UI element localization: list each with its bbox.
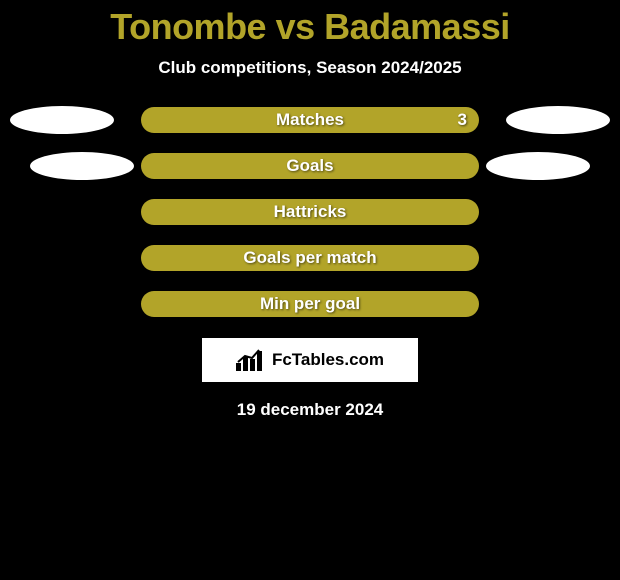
- stat-row: Matches3: [0, 106, 620, 134]
- comparison-card: Tonombe vs Badamassi Club competitions, …: [0, 0, 620, 420]
- fctables-bars-icon: [236, 349, 266, 371]
- stat-bar-fill: [141, 245, 479, 271]
- vs-separator: vs: [266, 6, 324, 47]
- pill-right: [486, 152, 590, 180]
- stat-row: Goals: [0, 152, 620, 180]
- stat-bar: Hattricks: [140, 198, 480, 226]
- stat-row: Hattricks: [0, 198, 620, 226]
- stat-bar-fill: [141, 291, 479, 317]
- logo-text: FcTables.com: [272, 350, 384, 370]
- logo-box: FcTables.com: [202, 338, 418, 382]
- stat-row: Goals per match: [0, 244, 620, 272]
- subtitle: Club competitions, Season 2024/2025: [0, 58, 620, 78]
- stat-bar: Min per goal: [140, 290, 480, 318]
- stat-value-right: 3: [446, 107, 479, 133]
- stat-rows: Matches3 Goals Hattricks Goals per match Min…: [0, 106, 620, 318]
- stat-bar-fill: [141, 199, 479, 225]
- stat-bar-fill: [141, 153, 479, 179]
- stat-bar: Goals: [140, 152, 480, 180]
- stat-bar: Matches3: [140, 106, 480, 134]
- player2-name: Badamassi: [324, 6, 510, 47]
- page-title: Tonombe vs Badamassi: [0, 6, 620, 48]
- stat-row: Min per goal: [0, 290, 620, 318]
- pill-left: [10, 106, 114, 134]
- player1-name: Tonombe: [110, 6, 266, 47]
- pill-left: [30, 152, 134, 180]
- pill-right: [506, 106, 610, 134]
- stat-bar: Goals per match: [140, 244, 480, 272]
- stat-bar-fill: [141, 107, 479, 133]
- date-label: 19 december 2024: [0, 400, 620, 420]
